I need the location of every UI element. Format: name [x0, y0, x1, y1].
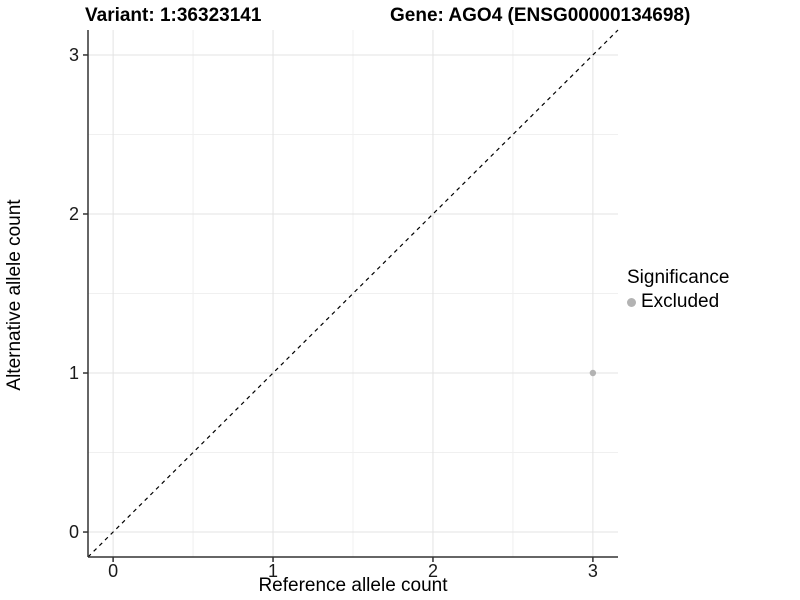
plot-title-gene: Gene: AGO4 (ENSG00000134698) — [390, 5, 691, 26]
plot-title-variant: Variant: 1:36323141 — [85, 5, 262, 26]
y-tick-label: 0 — [69, 522, 79, 542]
data-point — [589, 369, 597, 377]
y-tick-label: 1 — [69, 363, 79, 383]
legend-key-dot-icon — [627, 297, 636, 307]
legend-title: Significance — [627, 267, 730, 288]
x-tick-label: 0 — [108, 561, 118, 581]
y-tick-label: 3 — [69, 45, 79, 65]
x-tick-label: 3 — [588, 561, 598, 581]
legend-items: Excluded — [627, 291, 729, 313]
x-axis-title: Reference allele count — [258, 575, 448, 596]
y-tick-label: 2 — [69, 204, 79, 224]
legend-item: Excluded — [627, 291, 729, 313]
legend: Significance Excluded — [627, 267, 729, 313]
y-axis-title: Alternative allele count — [4, 199, 25, 391]
legend-item-label: Excluded — [641, 291, 720, 312]
x-tick-label: 1 — [268, 561, 278, 581]
x-tick-label: 2 — [428, 561, 438, 581]
